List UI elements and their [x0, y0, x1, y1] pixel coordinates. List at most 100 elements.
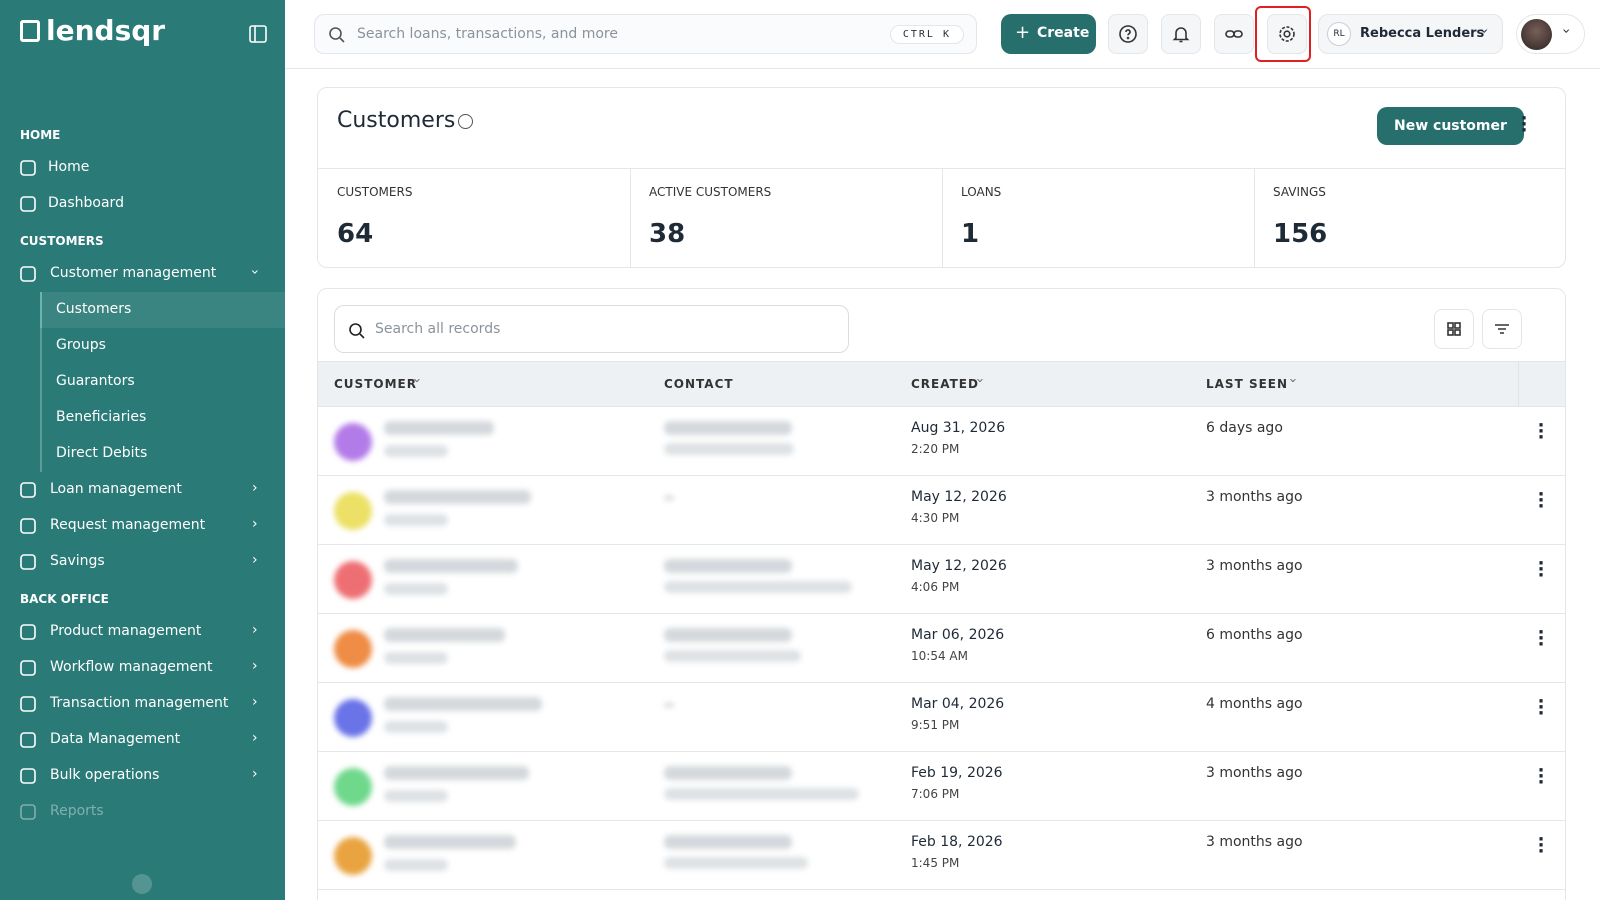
chevron: › [252, 730, 258, 746]
nav-icon [18, 766, 38, 790]
section-title: HOME [20, 128, 61, 142]
chevron: › [252, 694, 258, 710]
help-button[interactable] [1108, 14, 1148, 54]
nav-item[interactable]: Product management › [0, 614, 285, 650]
grid-view-button[interactable] [1434, 309, 1474, 349]
sort-icon: › [972, 377, 988, 384]
table-row[interactable]: Feb 18, 2026 1:45 PM 3 months ago · · · [318, 821, 1565, 890]
created-date: Mar 04, 2026 [911, 696, 1005, 712]
stat-value: 38 [649, 219, 686, 249]
global-search[interactable]: Search loans, transactions, and more CTRL… [314, 14, 977, 54]
sub-nav-item[interactable]: Guarantors [40, 364, 285, 400]
customer-avatar [334, 837, 372, 875]
sort-icon: › [409, 377, 425, 384]
contact-redacted [664, 496, 674, 500]
nav-item[interactable]: Dashboard [0, 186, 285, 222]
customer-id-redacted [384, 859, 448, 871]
header-divider [1518, 361, 1519, 407]
row-actions[interactable]: · · · [1537, 484, 1545, 517]
nav-item[interactable]: Reports [0, 794, 285, 830]
nav-label: Customer management [50, 265, 217, 281]
sub-nav-item[interactable]: Customers [40, 292, 285, 328]
nav-item[interactable]: Request management › [0, 508, 285, 544]
created-date: Feb 19, 2026 [911, 765, 1003, 781]
customers-table: Search all records CUSTOMER › CONTACT CREATE… [317, 288, 1566, 900]
created-date: Aug 31, 2026 [911, 420, 1006, 436]
main: Search loans, transactions, and more CTRL… [285, 0, 1600, 900]
topbar-divider [285, 68, 1600, 69]
row-actions[interactable]: · · · [1537, 622, 1545, 655]
customer-id-redacted [384, 790, 448, 802]
row-actions[interactable]: · · · [1537, 829, 1545, 862]
customer-avatar [334, 423, 372, 461]
nav-label: Transaction management [50, 695, 229, 711]
nav-icon [18, 802, 38, 826]
nav-item[interactable]: Savings › [0, 544, 285, 580]
nav-label: Reports [50, 803, 104, 819]
sub-nav-item[interactable]: Groups [40, 328, 285, 364]
nav-label: Product management [50, 623, 202, 639]
nav-icon [18, 264, 38, 288]
table-row[interactable]: Feb 19, 2026 7:06 PM 3 months ago · · · [318, 752, 1565, 821]
more-options[interactable]: · · · [1520, 108, 1528, 141]
nav-label: Request management [50, 517, 206, 533]
scroll-down[interactable] [132, 874, 152, 894]
created-date: Mar 06, 2026 [911, 627, 1005, 643]
table-row[interactable]: May 12, 2026 4:30 PM 3 months ago · · · [318, 476, 1565, 545]
nav-item[interactable]: Home [0, 150, 285, 186]
chevron: › [252, 552, 258, 568]
sub-nav-label: Customers [56, 301, 132, 317]
last-seen: 6 months ago [1206, 627, 1303, 643]
create-button[interactable]: + Create [1001, 14, 1096, 54]
nav-item[interactable]: Customer management ‹ [0, 256, 285, 292]
contact-redacted [664, 766, 792, 780]
nav-item[interactable]: Bulk operations › [0, 758, 285, 794]
table-row[interactable]: May 12, 2026 4:06 PM 3 months ago · · · [318, 545, 1565, 614]
table-row[interactable]: Mar 06, 2026 10:54 AM 6 months ago · · · [318, 614, 1565, 683]
sub-nav-item[interactable]: Beneficiaries [40, 400, 285, 436]
sub-nav-label: Beneficiaries [56, 409, 147, 425]
customer-id-redacted [384, 514, 448, 526]
nav-label: Data Management [50, 731, 181, 747]
table-row[interactable]: Aug 31, 2026 2:20 PM 6 days ago · · · [318, 407, 1565, 476]
collapse-sidebar[interactable] [248, 24, 268, 48]
nav-label: Savings [50, 553, 105, 569]
row-actions[interactable]: · · · [1537, 553, 1545, 586]
contact-redacted [664, 835, 792, 849]
nav-item[interactable]: Data Management › [0, 722, 285, 758]
row-actions[interactable]: · · · [1537, 415, 1545, 448]
column-header[interactable]: CUSTOMER [334, 377, 417, 391]
nav-label: Loan management [50, 481, 182, 497]
email-redacted [664, 581, 852, 593]
chevron: › [252, 516, 258, 532]
last-seen: 6 days ago [1206, 420, 1283, 436]
filter-button[interactable] [1482, 309, 1522, 349]
settings-button[interactable] [1267, 14, 1307, 54]
column-header[interactable]: LAST SEEN [1206, 377, 1289, 391]
customer-id-redacted [384, 721, 448, 733]
nav-item[interactable]: Loan management › [0, 472, 285, 508]
page-title: Customers [337, 108, 456, 133]
table-row[interactable]: Mar 04, 2026 9:51 PM 4 months ago · · · [318, 683, 1565, 752]
created-date: May 12, 2026 [911, 489, 1007, 505]
row-actions[interactable]: · · · [1537, 691, 1545, 724]
customer-name-redacted [384, 697, 542, 711]
nav-label: Dashboard [48, 195, 124, 211]
created-time: 4:30 PM [911, 511, 960, 525]
sub-nav-item[interactable]: Direct Debits [40, 436, 285, 472]
customer-avatar [334, 699, 372, 737]
info-icon [458, 114, 473, 129]
new-customer-button[interactable]: New customer [1377, 107, 1524, 145]
table-search[interactable]: Search all records [334, 305, 849, 353]
user-menu[interactable]: RL Rebecca Lenders › [1318, 14, 1503, 54]
nav-item[interactable]: Workflow management › [0, 650, 285, 686]
link-button[interactable] [1214, 14, 1254, 54]
customer-name-redacted [384, 421, 494, 435]
row-actions[interactable]: · · · [1537, 760, 1545, 793]
notifications-button[interactable] [1161, 14, 1201, 54]
avatar-menu[interactable]: › [1516, 14, 1585, 54]
nav-icon [18, 622, 38, 646]
nav-item[interactable]: Transaction management › [0, 686, 285, 722]
stat-divider [942, 168, 943, 268]
column-header[interactable]: CREATED [911, 377, 979, 391]
